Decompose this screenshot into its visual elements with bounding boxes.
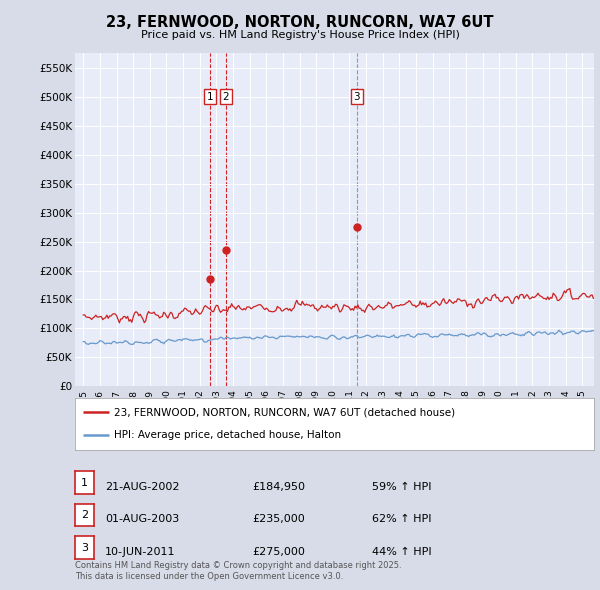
Text: 2: 2 bbox=[223, 91, 229, 101]
Text: 23, FERNWOOD, NORTON, RUNCORN, WA7 6UT (detached house): 23, FERNWOOD, NORTON, RUNCORN, WA7 6UT (… bbox=[114, 407, 455, 417]
Text: 10-JUN-2011: 10-JUN-2011 bbox=[105, 547, 176, 556]
Text: £235,000: £235,000 bbox=[252, 514, 305, 524]
Text: £275,000: £275,000 bbox=[252, 547, 305, 556]
Text: 59% ↑ HPI: 59% ↑ HPI bbox=[372, 482, 431, 491]
Text: 01-AUG-2003: 01-AUG-2003 bbox=[105, 514, 179, 524]
Text: 1: 1 bbox=[207, 91, 214, 101]
Text: 23, FERNWOOD, NORTON, RUNCORN, WA7 6UT: 23, FERNWOOD, NORTON, RUNCORN, WA7 6UT bbox=[106, 15, 494, 30]
Text: 62% ↑ HPI: 62% ↑ HPI bbox=[372, 514, 431, 524]
Text: 1: 1 bbox=[81, 478, 88, 487]
Text: £184,950: £184,950 bbox=[252, 482, 305, 491]
Text: Contains HM Land Registry data © Crown copyright and database right 2025.: Contains HM Land Registry data © Crown c… bbox=[75, 561, 401, 570]
Text: This data is licensed under the Open Government Licence v3.0.: This data is licensed under the Open Gov… bbox=[75, 572, 343, 581]
Text: Price paid vs. HM Land Registry's House Price Index (HPI): Price paid vs. HM Land Registry's House … bbox=[140, 30, 460, 40]
Text: HPI: Average price, detached house, Halton: HPI: Average price, detached house, Halt… bbox=[114, 430, 341, 440]
Text: 2: 2 bbox=[81, 510, 88, 520]
Text: 3: 3 bbox=[353, 91, 360, 101]
Text: 21-AUG-2002: 21-AUG-2002 bbox=[105, 482, 179, 491]
Text: 44% ↑ HPI: 44% ↑ HPI bbox=[372, 547, 431, 556]
Text: 3: 3 bbox=[81, 543, 88, 552]
